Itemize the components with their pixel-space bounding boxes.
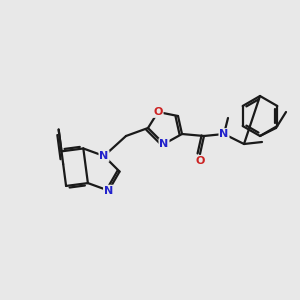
Text: N: N [219, 129, 229, 139]
Text: N: N [99, 151, 109, 161]
Text: O: O [153, 107, 163, 117]
Text: O: O [195, 156, 205, 166]
Text: N: N [159, 139, 169, 149]
Text: N: N [104, 186, 113, 196]
